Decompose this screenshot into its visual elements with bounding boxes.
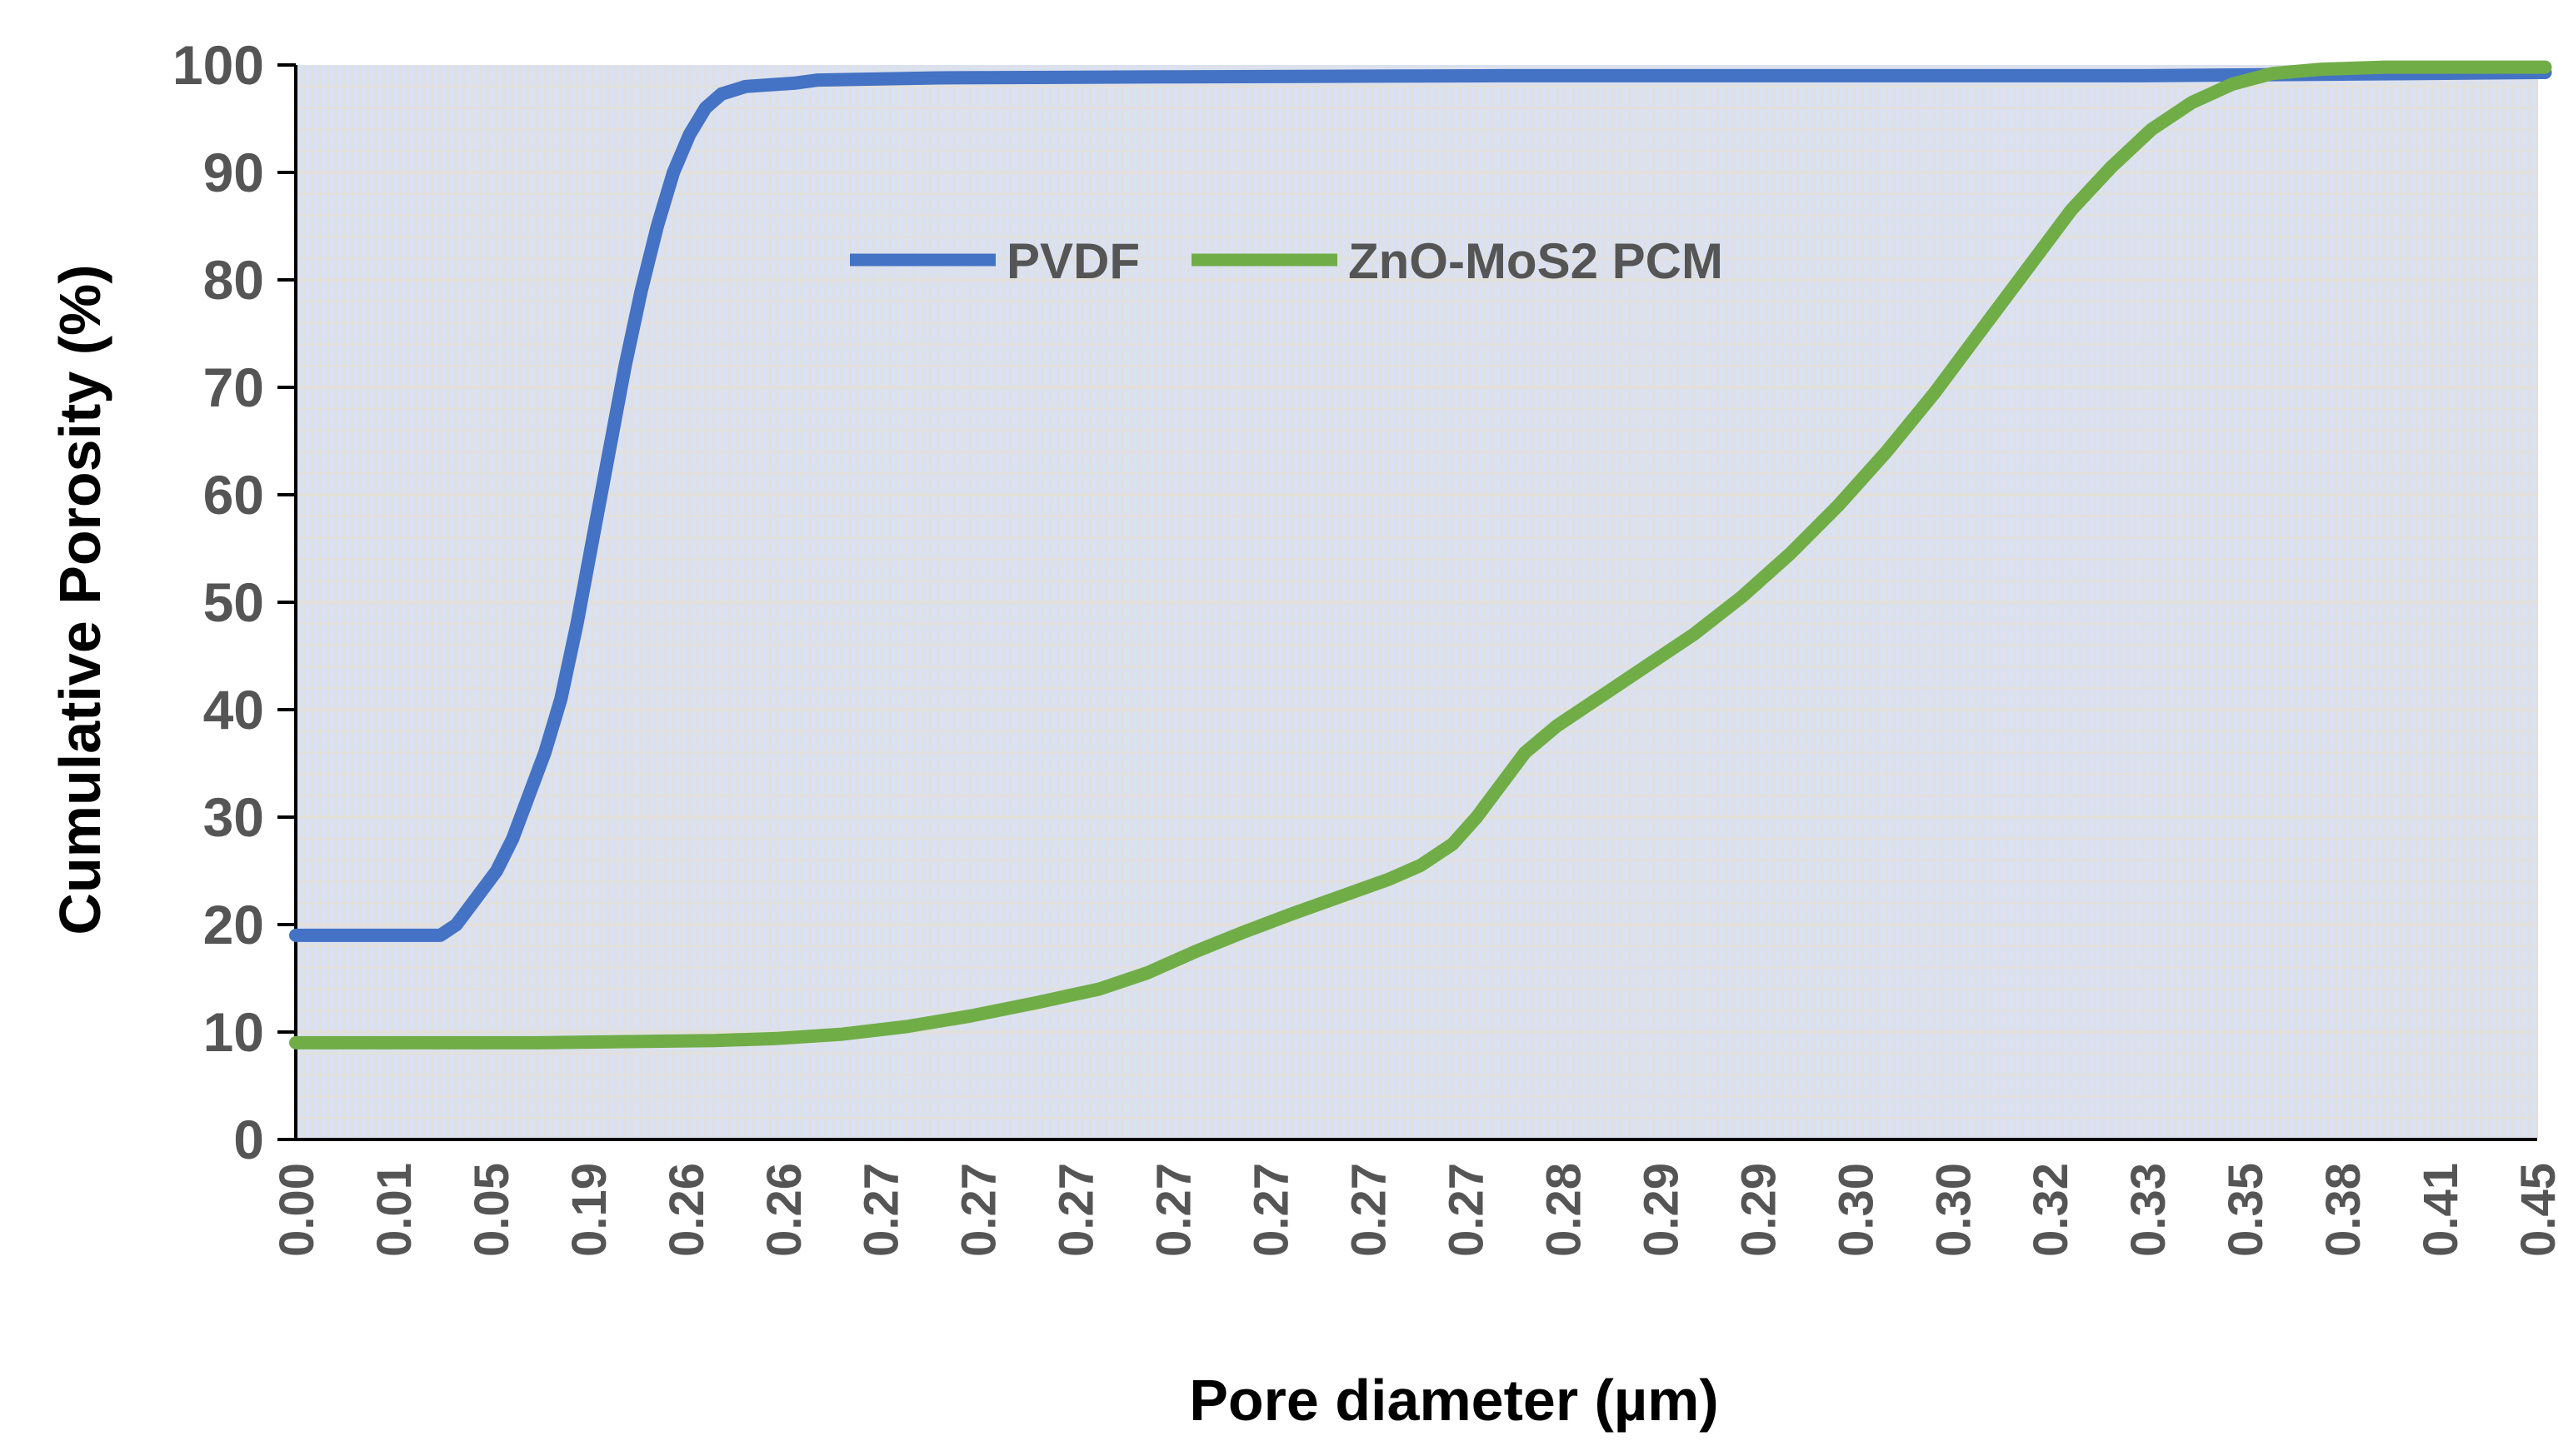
x-tick-label: 0.28 bbox=[1536, 1163, 1591, 1257]
x-tick-label: 0.27 bbox=[1050, 1163, 1104, 1257]
y-tick-label: 60 bbox=[203, 464, 264, 526]
x-tick-label: 0.26 bbox=[757, 1163, 812, 1257]
x-tick-label: 0.27 bbox=[855, 1163, 909, 1257]
x-tick-label: 0.26 bbox=[660, 1163, 714, 1257]
x-tick-label: 0.27 bbox=[1147, 1163, 1202, 1257]
y-tick-label: 80 bbox=[203, 249, 264, 311]
y-tick-label: 0 bbox=[233, 1109, 264, 1170]
x-tick-label: 0.19 bbox=[562, 1163, 617, 1257]
x-axis-ticks: 0.00 0.01 0.05 0.19 0.26 0.26 0.27 0.27 0.27 0.27… bbox=[270, 1163, 2558, 1257]
y-axis-ticks: 0 10 20 30 40 50 60 70 80 90 100 bbox=[172, 34, 296, 1170]
series-lines bbox=[289, 60, 2552, 1050]
y-tick-label: 20 bbox=[203, 894, 264, 955]
x-tick-label: 0.35 bbox=[2219, 1163, 2273, 1257]
y-tick-label: 10 bbox=[203, 1001, 264, 1063]
series-line-zno-mos2-pcm bbox=[289, 60, 2552, 1050]
y-tick-label: 40 bbox=[203, 679, 264, 740]
x-tick-label: 0.45 bbox=[2511, 1163, 2558, 1257]
x-tick-label: 0.27 bbox=[1342, 1163, 1396, 1257]
x-tick-label: 0.27 bbox=[1439, 1163, 1493, 1257]
x-tick-label: 0.29 bbox=[1634, 1163, 1688, 1257]
y-tick-label: 90 bbox=[203, 142, 264, 203]
x-tick-label: 0.30 bbox=[1926, 1163, 1981, 1257]
y-tick-label: 70 bbox=[203, 357, 264, 418]
plot-area bbox=[277, 63, 2539, 1141]
x-tick-label: 0.05 bbox=[465, 1163, 519, 1257]
y-tick-label: 30 bbox=[203, 786, 264, 848]
x-tick-label: 0.41 bbox=[2414, 1163, 2468, 1257]
horizontal-gridlines bbox=[296, 85, 2537, 1119]
x-tick-label: 0.01 bbox=[367, 1163, 422, 1257]
x-tick-label: 0.00 bbox=[270, 1163, 324, 1257]
x-tick-label: 0.32 bbox=[2024, 1163, 2078, 1257]
y-tick-label: 100 bbox=[172, 34, 264, 96]
legend-label-pvdf: PVDF bbox=[1007, 233, 1140, 289]
x-tick-label: 0.27 bbox=[952, 1163, 1007, 1257]
x-tick-label: 0.38 bbox=[2316, 1163, 2371, 1257]
x-tick-label: 0.33 bbox=[2121, 1163, 2176, 1257]
x-tick-label: 0.30 bbox=[1829, 1163, 1883, 1257]
y-axis-title: Cumulative Porosity (%) bbox=[47, 264, 112, 935]
legend: PVDF ZnO-MoS2 PCM bbox=[850, 233, 1723, 289]
y-tick-label: 50 bbox=[203, 571, 264, 633]
x-tick-label: 0.29 bbox=[1731, 1163, 1786, 1257]
series-line-pvdf bbox=[289, 66, 2552, 942]
x-tick-label: 0.27 bbox=[1245, 1163, 1299, 1257]
x-axis-title: Pore diameter (µm) bbox=[1189, 1368, 1719, 1433]
legend-label-zno-mos2-pcm: ZnO-MoS2 PCM bbox=[1348, 233, 1723, 289]
